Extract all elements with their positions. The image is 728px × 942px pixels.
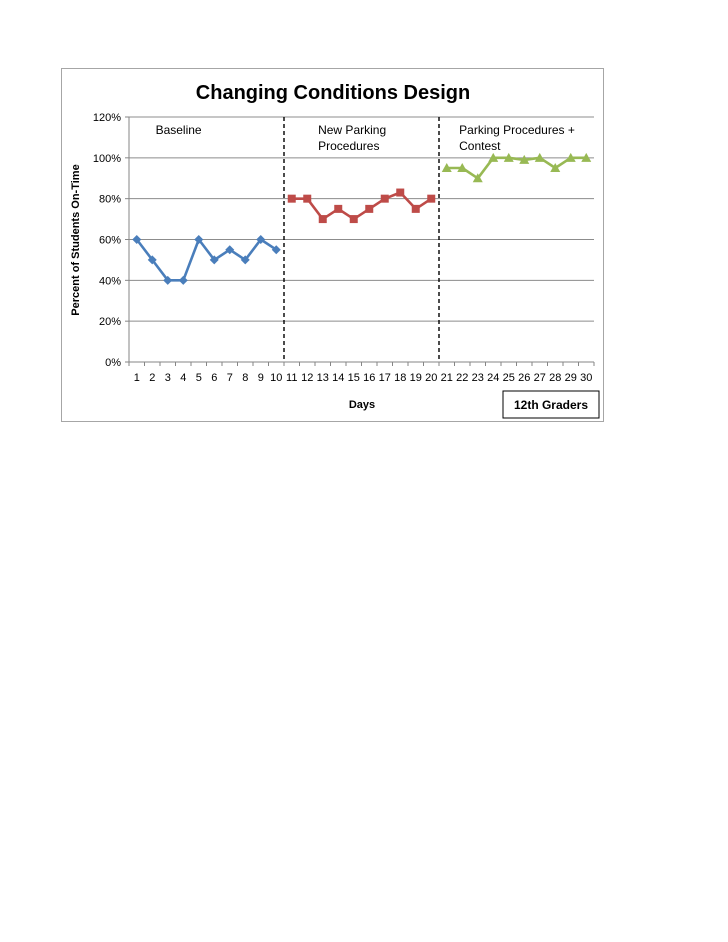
data-point	[271, 245, 281, 255]
phase-label: New Parking	[318, 123, 386, 137]
x-tick-label: 22	[456, 372, 468, 384]
x-tick-label: 30	[580, 372, 592, 384]
x-tick-label: 8	[242, 372, 248, 384]
phase-dividers	[283, 117, 440, 362]
data-point	[380, 194, 389, 203]
data-point	[163, 275, 173, 285]
data-point	[365, 204, 374, 213]
x-tick-label: 10	[270, 372, 282, 384]
series-line	[135, 238, 278, 282]
data-point	[194, 235, 204, 244]
data-point	[534, 152, 545, 162]
x-axis-title: Days	[349, 399, 375, 411]
data-point	[519, 154, 530, 164]
series-1	[132, 235, 281, 285]
data-point	[396, 188, 405, 197]
x-tick-label: 16	[363, 372, 375, 384]
phase-label: Baseline	[156, 123, 202, 137]
x-tick-label: 25	[503, 372, 515, 384]
x-tick-label: 3	[165, 372, 171, 384]
x-tick-label: 13	[317, 372, 329, 384]
x-tick-label: 11	[286, 372, 297, 384]
data-point	[303, 194, 312, 203]
x-tick-label: 7	[227, 372, 233, 384]
data-point	[240, 255, 250, 265]
x-tick-label: 19	[410, 372, 422, 384]
data-point	[581, 152, 592, 162]
x-tick-label: 18	[394, 372, 406, 384]
y-tick-label: 100%	[93, 153, 121, 165]
x-tick-label: 9	[258, 372, 264, 384]
x-tick-label: 1	[134, 372, 140, 384]
annotation-label: 12th Graders	[514, 398, 588, 412]
x-tick-label: 29	[565, 372, 577, 384]
phase-label: Contest	[459, 139, 501, 153]
chart-frame: Changing Conditions Design Days Percent …	[61, 68, 604, 422]
phase-label: Procedures	[318, 139, 379, 153]
x-tick-label: 21	[441, 372, 453, 384]
data-point	[503, 152, 514, 162]
series-group	[132, 152, 592, 285]
line-chart: Changing Conditions Design Days Percent …	[70, 82, 600, 419]
x-axis-ticks: 1 2 3 4 5 6 7 8 9 10 11 12 13 14 15 16 17 18 19 20 21 22 23 24 2…	[128, 362, 595, 384]
series-3	[441, 152, 592, 183]
phase-labels: Baseline New Parking Procedures Parking Pro…	[156, 123, 575, 153]
data-point	[209, 255, 219, 265]
series-2	[287, 188, 436, 224]
x-tick-label: 4	[180, 372, 186, 384]
y-tick-label: 80%	[99, 194, 121, 206]
data-point	[256, 235, 266, 244]
y-axis-ticks: 0% 20% 40% 60% 80% 100% 120%	[93, 112, 129, 369]
data-point	[550, 163, 561, 173]
data-point	[488, 152, 499, 162]
phase-label: Parking Procedures +	[459, 123, 575, 137]
x-tick-label: 2	[149, 372, 155, 384]
data-point	[457, 163, 468, 173]
data-point	[147, 255, 157, 265]
y-tick-label: 0%	[105, 357, 121, 369]
x-tick-label: 23	[472, 372, 484, 384]
x-tick-label: 27	[534, 372, 546, 384]
y-tick-label: 40%	[99, 275, 121, 287]
series-line	[291, 191, 433, 221]
x-tick-label: 15	[348, 372, 360, 384]
data-point	[287, 194, 296, 203]
x-tick-label: 14	[332, 372, 344, 384]
x-tick-label: 6	[211, 372, 217, 384]
x-tick-label: 17	[379, 372, 391, 384]
data-point	[225, 245, 235, 255]
chart-title: Changing Conditions Design	[196, 82, 470, 104]
y-tick-label: 60%	[99, 235, 121, 247]
x-tick-label: 28	[549, 372, 561, 384]
x-tick-label: 12	[301, 372, 313, 384]
data-point	[318, 215, 327, 224]
annotation-box: 12th Graders	[502, 390, 600, 419]
data-point	[411, 204, 420, 213]
x-tick-label: 26	[518, 372, 530, 384]
x-tick-label: 24	[487, 372, 499, 384]
series-line	[446, 156, 587, 180]
y-tick-label: 120%	[93, 112, 121, 124]
y-axis-title: Percent of Students On-Time	[70, 164, 82, 315]
x-tick-label: 5	[196, 372, 202, 384]
data-point	[427, 194, 436, 203]
data-point	[178, 275, 188, 285]
data-point	[441, 163, 452, 173]
y-tick-label: 20%	[99, 316, 121, 328]
x-tick-label: 20	[425, 372, 437, 384]
data-point	[132, 235, 142, 244]
data-point	[334, 204, 343, 213]
data-point	[565, 152, 576, 162]
data-point	[472, 173, 483, 183]
data-point	[349, 215, 358, 224]
